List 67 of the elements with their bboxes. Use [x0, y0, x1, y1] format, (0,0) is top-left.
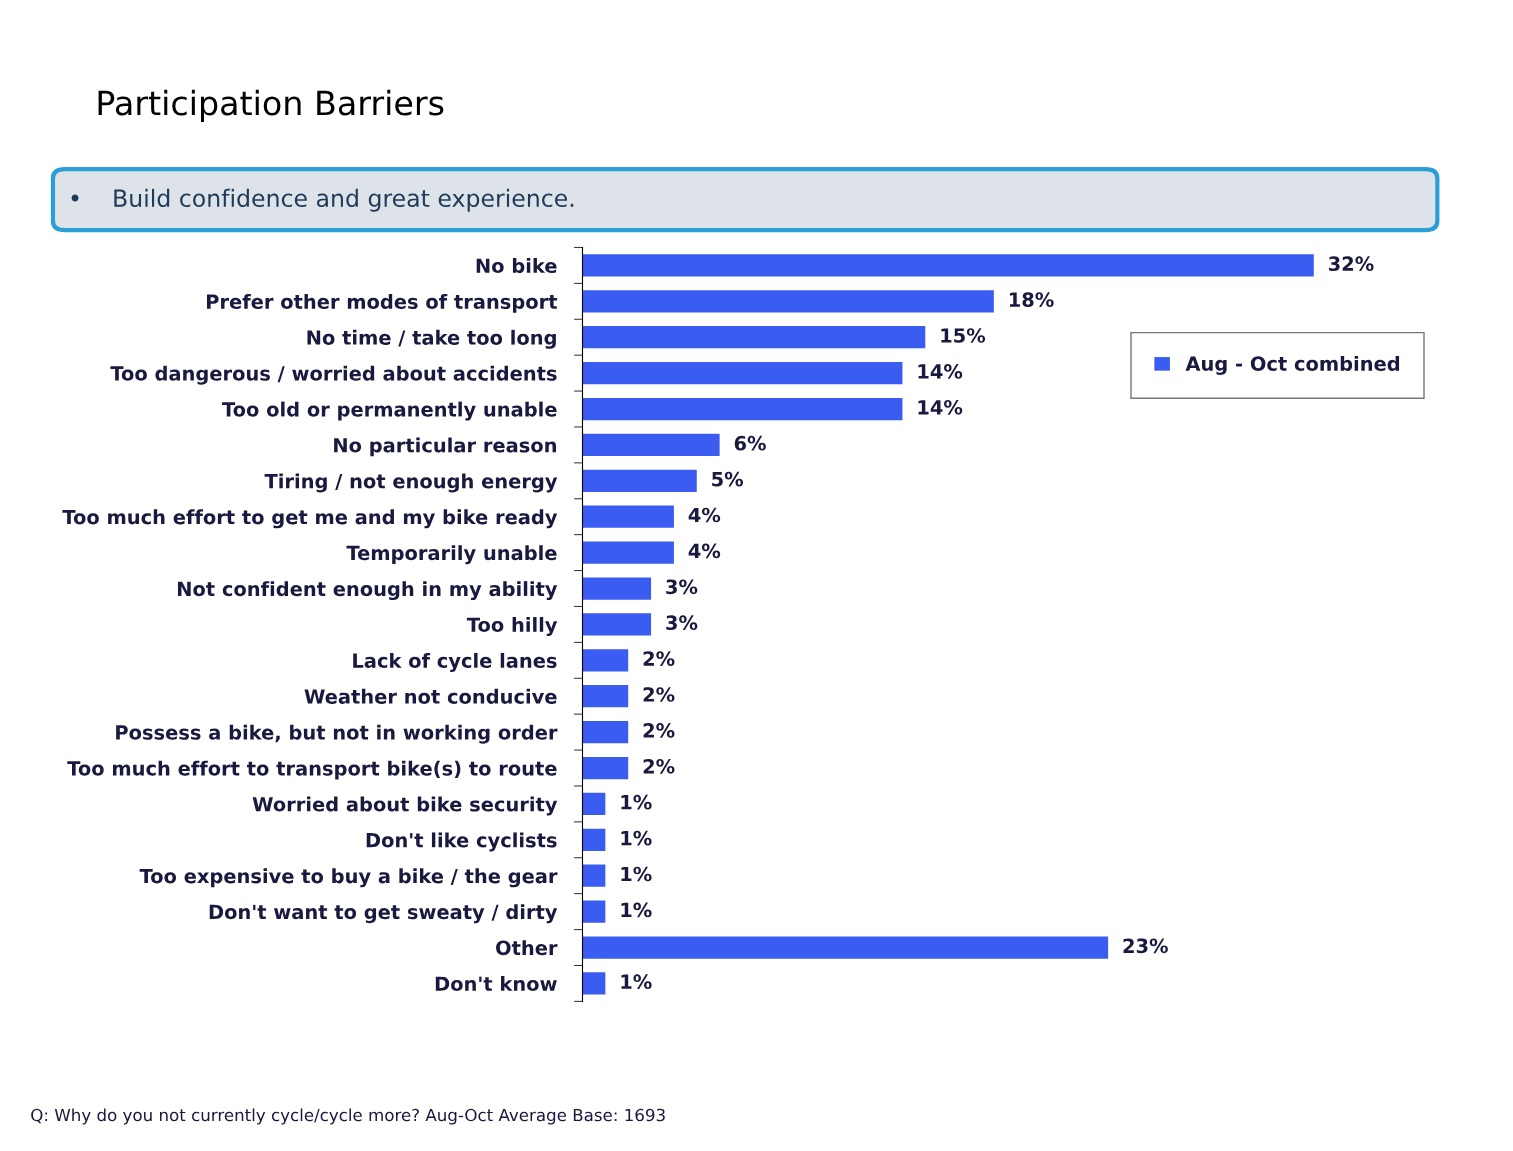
data-label: 4%: [688, 543, 721, 559]
y-tick-label: Too much effort to transport bike(s) to route: [67, 760, 557, 780]
data-label: 18%: [1009, 292, 1054, 307]
bar: [582, 720, 629, 744]
bar: [582, 900, 606, 923]
y-tick-label: Too much effort to get me and my bike ready: [62, 509, 558, 529]
bar: [582, 936, 1109, 959]
bar: [582, 433, 720, 457]
data-label: 1%: [621, 794, 652, 810]
y-tick-label: Other: [496, 940, 558, 956]
y-tick-label: Too hilly: [466, 617, 558, 636]
data-label: 2%: [643, 723, 675, 738]
data-label: 3%: [666, 615, 698, 631]
bar: [582, 326, 926, 349]
data-label: 32%: [1328, 256, 1374, 272]
y-tick-label: Don't know: [435, 976, 557, 992]
data-label: 14%: [918, 399, 963, 415]
y-tick-label: No bike: [476, 258, 557, 274]
y-tick-label: Too expensive to buy a bike / the gear: [139, 868, 558, 888]
data-label: 3%: [666, 579, 698, 595]
y-tick-label: No time / take too long: [307, 329, 556, 349]
y-tick-label: Weather not conducive: [304, 688, 557, 704]
bar: [582, 361, 903, 385]
bar: [582, 649, 629, 672]
data-label: 15%: [941, 328, 986, 343]
bar: [582, 505, 674, 528]
bar: [582, 290, 994, 313]
bar: [582, 397, 903, 421]
text: Q: Why do you not currently cycle/cycle more? Aug-Oct Average Base: 1693: [31, 1108, 665, 1125]
y-tick-label: Lack of cycle lanes: [353, 652, 557, 672]
text: Participation Barriers: [98, 89, 444, 123]
bar: [582, 577, 652, 600]
y-tick-label: Worried about bike security: [252, 796, 558, 816]
data-label: 5%: [712, 471, 744, 487]
y-tick-label: Don't want to get sweaty / dirty: [209, 904, 558, 924]
data-label: 1%: [621, 902, 652, 918]
bar: [582, 541, 674, 564]
y-tick-label: Too old or permanently unable: [222, 401, 557, 421]
data-label: 23%: [1123, 938, 1168, 954]
data-label: 1%: [621, 974, 652, 990]
legend-label: Aug - Oct combined: [1185, 355, 1400, 375]
bar: [582, 972, 606, 995]
y-tick-label: Prefer other modes of transport: [206, 293, 558, 313]
bar: [582, 792, 606, 816]
bar: [582, 469, 697, 492]
y-tick-label: Temporarily unable: [346, 545, 557, 565]
data-label: 1%: [621, 866, 652, 882]
bar: [582, 828, 606, 851]
y-tick-label: Not confident enough in my ability: [177, 581, 558, 601]
data-label: 1%: [621, 830, 652, 846]
y-tick-label: Tiring / not enough energy: [264, 473, 558, 493]
bar: [582, 756, 629, 780]
data-label: 2%: [643, 651, 675, 666]
data-label: 2%: [643, 758, 675, 774]
text: • Build confidence and great experience.: [71, 188, 574, 212]
data-label: 2%: [643, 687, 675, 702]
bar: [582, 685, 629, 708]
y-tick-label: Don't like cyclists: [366, 832, 557, 852]
y-tick-label: Possess a bike, but not in working order: [116, 724, 558, 744]
bar: [582, 864, 606, 887]
data-label: 4%: [688, 507, 721, 523]
y-tick-label: Too dangerous / worried about accidents: [110, 365, 557, 385]
y-tick-label: No particular reason: [334, 437, 556, 457]
data-label: 14%: [918, 364, 963, 379]
data-label: 6%: [734, 435, 766, 451]
bar: [582, 613, 652, 636]
bar: [582, 254, 1314, 277]
